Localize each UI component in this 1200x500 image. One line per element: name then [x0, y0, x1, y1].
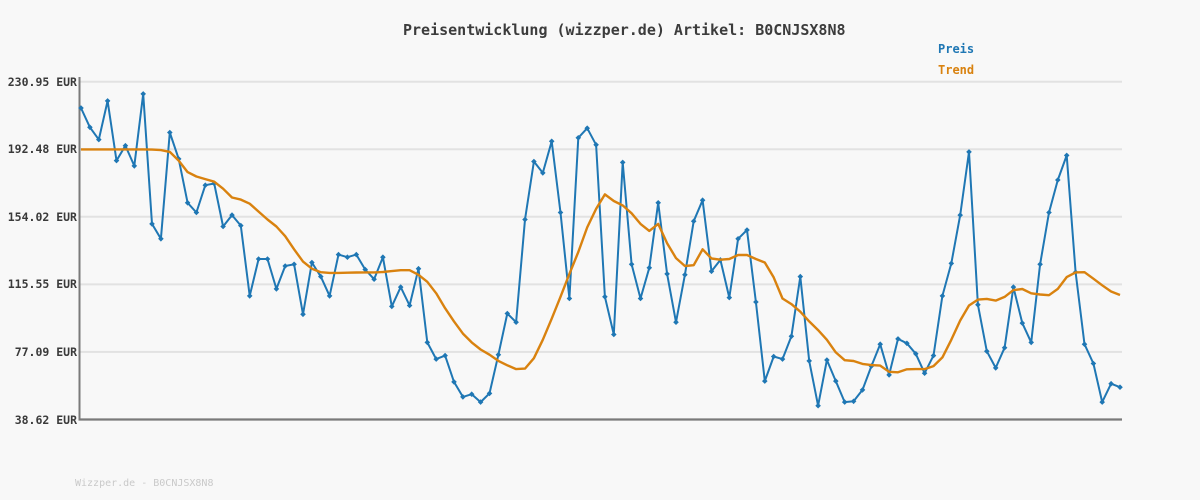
- y-axis-tick-label: 230.95 EUR: [7, 74, 77, 89]
- preis-markers: [78, 91, 1123, 409]
- chart-title: Preisentwicklung (wizzper.de) Artikel: B…: [403, 21, 846, 39]
- preis-line: [80, 92, 1121, 407]
- chart-legend: Preis Trend: [938, 39, 974, 81]
- trend-line: [81, 148, 1121, 374]
- watermark-label: Wizzper.de - B0CNJSX8N8: [75, 478, 214, 489]
- y-axis-tick-label: 38.62 EUR: [14, 412, 77, 427]
- legend-item-trend: Trend: [938, 63, 975, 77]
- y-axis-tick-label: 115.55 EUR: [7, 277, 77, 292]
- y-axis-tick-label: 192.48 EUR: [7, 142, 77, 157]
- y-axis-tick-label: 154.02 EUR: [7, 209, 77, 224]
- y-axis-tick-label: 77.09 EUR: [14, 344, 77, 359]
- legend-item-preis: Preis: [938, 42, 975, 56]
